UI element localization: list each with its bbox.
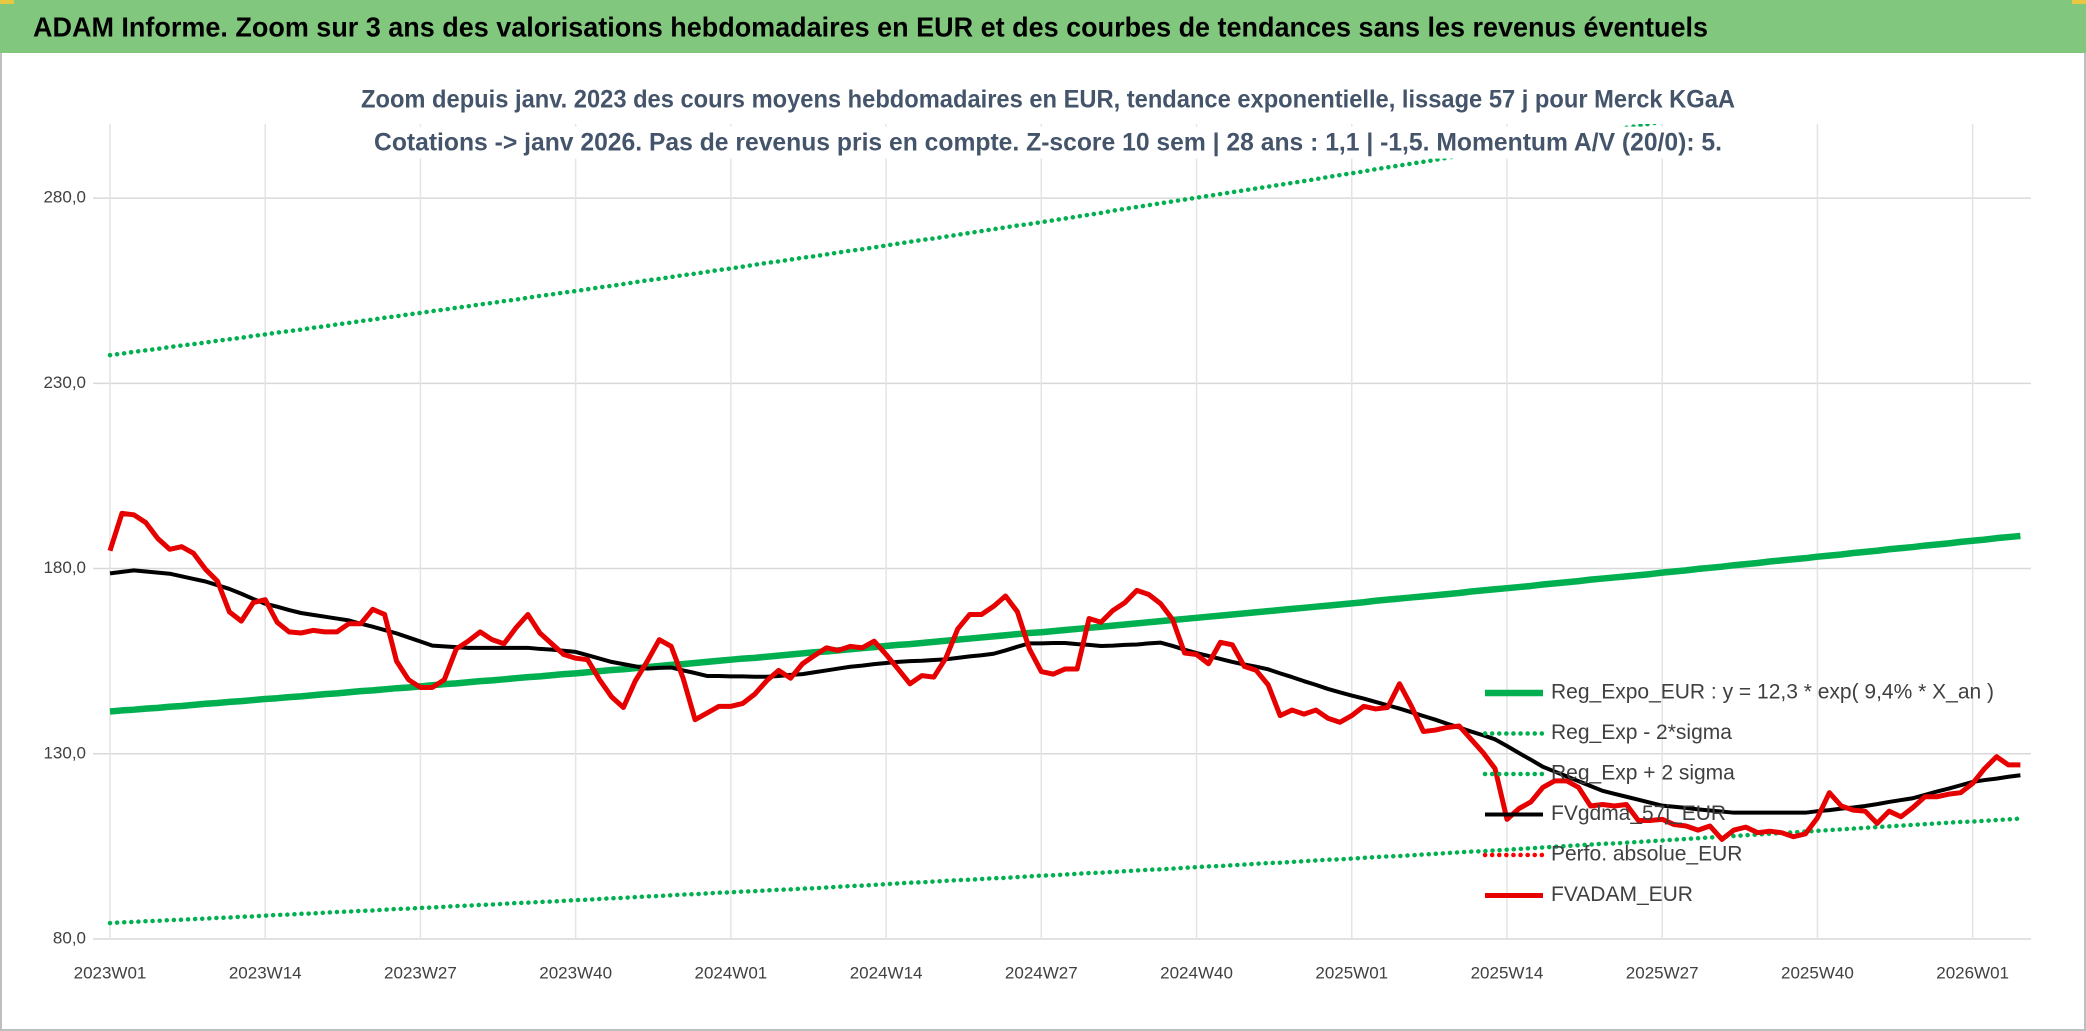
subtitle: Cotations -> janv 2026. Pas de revenus p… [374,129,1722,157]
chart-title: ADAM Informe. Zoom sur 3 ans des valoris… [33,11,1708,42]
series-line [109,568,2021,815]
x-tick-label: 2025W14 [1471,963,1544,982]
x-tick-label: 2023W01 [74,963,147,982]
subtitle: Zoom depuis janv. 2023 des cours moyens … [361,86,1735,114]
y-tick-label: 230,0 [43,373,86,392]
y-tick-label: 280,0 [43,188,86,207]
x-tick-label: 2025W27 [1626,963,1699,982]
y-tick-label: 180,0 [43,558,86,577]
legend-label: Reg_Expo_EUR : y = 12,3 * exp( 9,4% * X_… [1551,681,1994,704]
x-tick-label: 2026W01 [1936,963,2009,982]
overlay: Zoom depuis janv. 2023 des cours moyens … [357,83,1739,159]
x-tick-label: 2023W27 [384,963,457,982]
x-tick-label: 2023W40 [539,963,612,982]
legend-label: FVADAM_EUR [1551,883,1693,906]
x-tick-label: 2025W01 [1315,963,1388,982]
y-tick-label: 80,0 [53,928,86,947]
x-tick-label: 2024W14 [850,963,923,982]
plot [107,124,2023,926]
legend-label: FVgdma_57j_EUR [1551,802,1726,825]
legend-label: Perfo. absolue_EUR [1551,843,1742,866]
series-line [107,124,1663,358]
y-tick-label: 130,0 [43,743,86,762]
x-tick-label: 2024W01 [694,963,767,982]
x-tick-label: 2025W40 [1781,963,1854,982]
series-line [107,816,2023,926]
subtitle-bg [357,83,1739,116]
x-tick-label: 2023W14 [229,963,302,982]
legend-label: Reg_Exp - 2*sigma [1551,721,1732,744]
x-tick-label: 2024W27 [1005,963,1078,982]
corner-accent [2072,0,2086,4]
subtitle-bg [370,126,1726,159]
legend-label: Reg_Exp + 2 sigma [1551,762,1735,785]
x-tick-label: 2024W40 [1160,963,1233,982]
series-line [107,510,2021,842]
legend: Reg_Expo_EUR : y = 12,3 * exp( 9,4% * X_… [1482,681,1994,906]
corner-accent [0,0,14,4]
header-band [0,0,2086,53]
